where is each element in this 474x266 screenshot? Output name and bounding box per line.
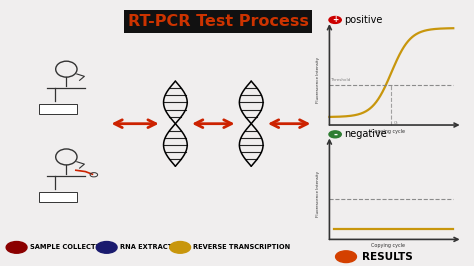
Text: SAMPLE COLLECTION: SAMPLE COLLECTION [30,244,109,250]
Text: REVERSE TRANSCRIPTION: REVERSE TRANSCRIPTION [193,244,291,250]
Text: RNA EXTRACTION: RNA EXTRACTION [120,244,186,250]
Text: Copying cycle: Copying cycle [371,129,405,134]
Text: negative: negative [345,129,387,139]
Text: Threshold: Threshold [330,78,351,82]
Circle shape [6,242,27,253]
Text: Fluorescence Intensity: Fluorescence Intensity [316,56,319,103]
Circle shape [329,131,341,138]
Text: positive: positive [345,15,383,25]
Text: Copying cycle: Copying cycle [371,243,405,248]
Circle shape [336,251,356,263]
Text: +: + [332,15,338,24]
Circle shape [329,16,341,23]
FancyBboxPatch shape [39,192,77,202]
Text: -: - [333,129,337,139]
Text: Ct: Ct [394,121,399,125]
Text: RT-PCR Test Process: RT-PCR Test Process [128,14,309,29]
Circle shape [96,242,117,253]
Circle shape [170,242,191,253]
FancyBboxPatch shape [39,104,77,114]
Text: Fluorescence Intensity: Fluorescence Intensity [316,171,319,217]
Text: RESULTS: RESULTS [362,252,412,262]
